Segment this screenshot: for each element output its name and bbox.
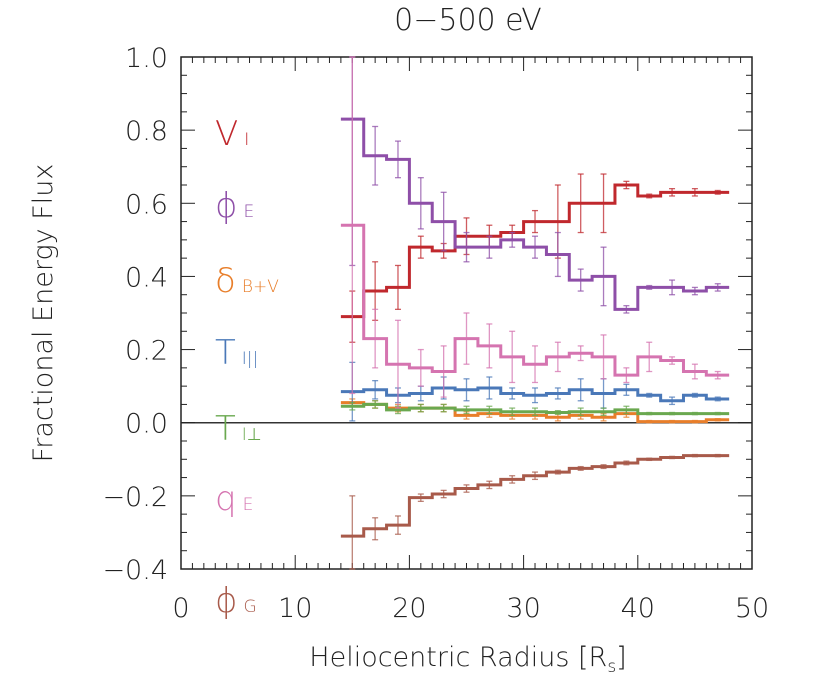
series-T_perp-I⊥: [340, 400, 730, 417]
step-line: [340, 454, 730, 538]
x-tick-label: 0: [172, 593, 189, 624]
series-q-E: [340, 56, 730, 409]
legend-symbol: ϕ: [215, 186, 237, 226]
x-axis-label-main: Heliocentric Radius [R: [309, 642, 607, 673]
legend-symbol: ϕ: [215, 581, 237, 621]
legend-item: T I||: [215, 333, 258, 373]
y-tick-label: 1.0: [125, 43, 168, 74]
legend-symbol: V: [215, 114, 238, 154]
legend-subscript: I⊥: [242, 425, 262, 445]
x-axis-label-sub: s: [607, 657, 616, 677]
y-tick-label: 0.4: [125, 262, 168, 293]
y-tick-label: 0.0: [125, 409, 168, 440]
x-tick-label: 40: [621, 593, 655, 624]
x-tick-label: 10: [278, 593, 312, 624]
axes: 0 10 20 30 40 50 −0.4 −0.2 0.0 0.2 0.4 0.6 0.8 1.0: [102, 43, 769, 624]
x-tick-label: 20: [392, 593, 426, 624]
legend-subscript: E: [243, 495, 254, 515]
legend-symbol: T: [215, 409, 236, 449]
y-tick-label: 0.8: [125, 116, 168, 147]
legend-subscript: B+V: [242, 277, 279, 297]
legend-subscript: I||: [242, 349, 258, 369]
legend-item: T I⊥: [215, 409, 262, 449]
step-line: [340, 402, 730, 416]
series-phi-G: [340, 453, 730, 570]
y-tick-label: 0.6: [125, 189, 168, 220]
x-axis-label-close: ]: [616, 642, 627, 673]
legend-subscript: G: [243, 597, 256, 617]
x-tick-label: 30: [506, 593, 540, 624]
step-line: [340, 183, 730, 319]
series-group: [340, 56, 730, 570]
legend-symbol: δ: [215, 261, 236, 301]
legend-item: δ B+V: [215, 261, 279, 301]
y-tick-label: 0.2: [125, 336, 168, 367]
y-tick-label: −0.2: [102, 482, 168, 513]
y-tick-label: −0.4: [102, 555, 168, 586]
legend-symbol: T: [215, 333, 236, 373]
step-line: [340, 223, 730, 377]
step-line: [340, 117, 730, 311]
legend-symbol: q: [215, 479, 237, 519]
step-line: [340, 386, 730, 403]
y-axis-label: Fractional Energy Flux: [28, 164, 59, 463]
legend: V Iϕ Eδ B+VT I||T I⊥q Eϕ G: [215, 114, 279, 621]
x-axis-label: Heliocentric Radius [Rs]: [309, 642, 626, 677]
legend-subscript: I: [244, 130, 249, 150]
series-phi-E: [340, 56, 730, 314]
legend-subscript: E: [243, 202, 254, 222]
step-line: [340, 401, 730, 424]
chart-title: 0−500 eV: [394, 3, 542, 38]
x-tick-label: 50: [735, 593, 769, 624]
